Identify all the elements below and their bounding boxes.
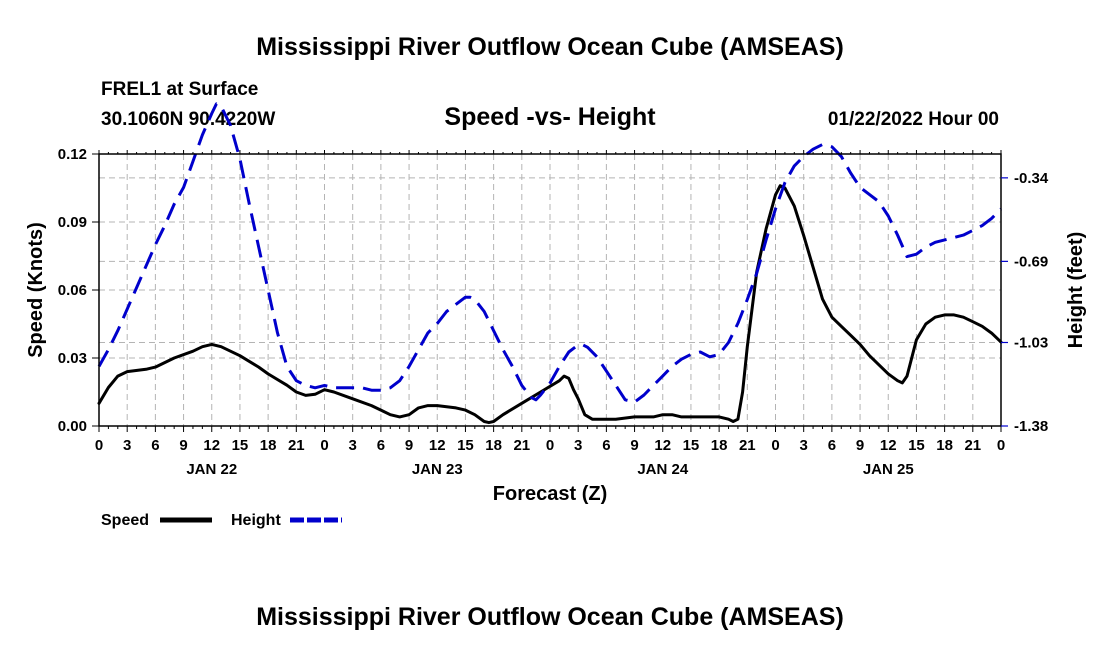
x-tick-label: 18: [936, 437, 953, 454]
x-tick-label: 9: [856, 437, 864, 454]
x-tick-label: 12: [429, 437, 446, 454]
datetime-label: 01/22/2022 Hour 00: [828, 109, 999, 130]
x-tick-label: 21: [288, 437, 305, 454]
x-tick-label: 9: [630, 437, 638, 454]
x-tick-label: 15: [683, 437, 700, 454]
x-tick-label: 18: [485, 437, 502, 454]
x-tick-label: 6: [377, 437, 385, 454]
x-tick-label: 12: [203, 437, 220, 454]
series-layer: [97, 102, 1003, 425]
x-tick-label: 6: [828, 437, 836, 454]
station-label: FREL1 at Surface: [101, 79, 258, 100]
y-right-tick-label: -0.69: [1014, 253, 1048, 270]
day-label: JAN 25: [863, 461, 914, 478]
x-tick-label: 15: [908, 437, 925, 454]
x-tick-label: 15: [232, 437, 249, 454]
x-tick-label: 0: [95, 437, 103, 454]
x-tick-label: 6: [151, 437, 159, 454]
legend: Speed Height: [101, 512, 342, 529]
y-right-tick-label: -1.03: [1014, 334, 1048, 351]
x-tick-label: 21: [964, 437, 981, 454]
series-line-speed: [97, 184, 1003, 425]
y-left-tick-label: 0.12: [58, 146, 87, 163]
y-left-tick-label: 0.03: [58, 350, 87, 367]
y-left-tick-label: 0.06: [58, 282, 87, 299]
day-label: JAN 23: [412, 461, 463, 478]
x-tick-label: 0: [320, 437, 328, 454]
chart-title-repeat: Mississippi River Outflow Ocean Cube (AM…: [256, 603, 844, 631]
legend-height-label: Height: [231, 512, 281, 529]
x-axis-label: Forecast (Z): [493, 483, 607, 505]
y-left-tick-label: 0.00: [58, 418, 87, 435]
series-line-height: [97, 102, 1003, 404]
x-tick-label: 15: [457, 437, 474, 454]
y-right-tick-label: -1.38: [1014, 418, 1048, 435]
day-label: JAN 22: [186, 461, 237, 478]
x-tick-label: 9: [179, 437, 187, 454]
day-label: JAN 24: [637, 461, 689, 478]
legend-speed-label: Speed: [101, 512, 149, 529]
y-axis-left-label: Speed (Knots): [25, 222, 47, 358]
x-tick-label: 12: [654, 437, 671, 454]
grid-layer: [99, 154, 1001, 427]
x-tick-label: 18: [711, 437, 728, 454]
x-tick-label: 12: [880, 437, 897, 454]
x-tick-label: 9: [405, 437, 413, 454]
x-tick-label: 21: [739, 437, 756, 454]
x-tick-label: 6: [602, 437, 610, 454]
x-tick-label: 3: [349, 437, 357, 454]
x-tick-label: 3: [574, 437, 582, 454]
x-tick-label: 0: [546, 437, 554, 454]
x-tick-label: 3: [800, 437, 808, 454]
y-right-tick-label: -0.34: [1014, 170, 1049, 187]
y-left-tick-label: 0.09: [58, 214, 87, 231]
chart-title: Mississippi River Outflow Ocean Cube (AM…: [256, 33, 844, 61]
x-tick-label: 21: [513, 437, 530, 454]
x-tick-label: 18: [260, 437, 277, 454]
chart-subtitle: Speed -vs- Height: [444, 103, 656, 131]
x-tick-label: 0: [771, 437, 779, 454]
x-tick-label: 3: [123, 437, 131, 454]
x-tick-label: 0: [997, 437, 1005, 454]
location-label: 30.1060N 90.4220W: [101, 109, 275, 130]
axis-layer: 0 3 6 9 12 15 18 21 0 3 6 9 12 15 18 21 0 3 6 9 12 15 18 21 0 3 6 9…: [58, 146, 1049, 478]
y-axis-right-label: Height (feet): [1065, 232, 1087, 349]
